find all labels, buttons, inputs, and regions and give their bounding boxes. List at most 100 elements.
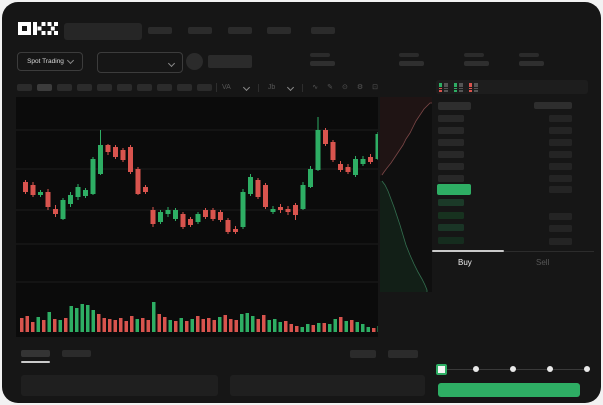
orderbook-view-combined-book-icon[interactable] xyxy=(439,83,448,92)
orderbook-view-bids-only-icon[interactable] xyxy=(454,83,463,92)
candle-body xyxy=(60,200,66,219)
candle-body xyxy=(345,167,351,172)
timeframe-button[interactable] xyxy=(37,84,52,91)
market-type-dropdown[interactable]: Spot Trading xyxy=(17,52,83,71)
ask-price-placeholder[interactable] xyxy=(438,151,464,158)
icon-row-mark xyxy=(454,83,457,85)
ask-amount-placeholder xyxy=(549,175,572,182)
candle-body xyxy=(270,209,276,212)
slider-handle[interactable] xyxy=(436,364,447,375)
volume-profile-icon[interactable]: VA xyxy=(222,84,231,91)
volume-bar xyxy=(223,315,227,332)
tab-buy[interactable]: Buy xyxy=(458,258,472,267)
line-style-icon[interactable]: ∿ xyxy=(312,84,319,91)
trade-tabs-divider xyxy=(432,251,594,252)
timeframe-button[interactable] xyxy=(157,84,172,91)
slider-stop-100[interactable] xyxy=(584,366,590,372)
candle-body xyxy=(263,185,268,207)
toolbar-divider xyxy=(216,83,217,92)
candle-body xyxy=(68,195,73,204)
bottom-action-1[interactable] xyxy=(350,350,376,358)
bottom-tab-2[interactable] xyxy=(62,350,91,357)
orderbook-view-asks-only-icon[interactable] xyxy=(469,83,478,92)
ask-amount-placeholder xyxy=(549,115,572,122)
bid-price-placeholder[interactable] xyxy=(438,211,464,219)
volume-bar xyxy=(58,320,62,332)
candle-body xyxy=(300,185,306,209)
bid-price-placeholder[interactable] xyxy=(438,224,464,231)
tab-sell[interactable]: Sell xyxy=(536,258,550,267)
fullscreen-icon[interactable]: ⊡ xyxy=(372,84,379,91)
timeframe-button[interactable] xyxy=(177,84,192,91)
stat-label xyxy=(519,53,539,57)
bid-amount-placeholder xyxy=(549,212,572,220)
orderbook-amount-header xyxy=(534,102,572,109)
volume-bar xyxy=(207,318,211,332)
candle-body xyxy=(368,157,373,162)
candle-body xyxy=(240,192,246,227)
bottom-tab-1[interactable] xyxy=(21,350,50,357)
volume-bar xyxy=(108,319,112,332)
depth-chart[interactable] xyxy=(380,97,432,292)
slider-stop-50[interactable] xyxy=(510,366,516,372)
icon-row-line xyxy=(473,85,478,87)
nav-item[interactable] xyxy=(188,27,212,34)
slider-stop-75[interactable] xyxy=(547,366,553,372)
volume-bar xyxy=(278,322,282,332)
slider-stop-25[interactable] xyxy=(473,366,479,372)
price-chart[interactable] xyxy=(16,97,388,337)
volume-bar xyxy=(256,319,260,332)
candle-body xyxy=(45,192,51,207)
settings-icon[interactable]: ⚙ xyxy=(356,84,364,91)
volume-bar xyxy=(75,308,79,332)
toolbar-divider xyxy=(257,84,259,92)
depth-bids-area xyxy=(380,181,427,292)
chevron-down-icon[interactable] xyxy=(287,83,295,91)
search-input[interactable] xyxy=(64,23,142,40)
stat-value xyxy=(519,61,544,66)
last-price-bar[interactable] xyxy=(437,184,471,195)
volume-bar xyxy=(322,323,326,332)
timeframe-button[interactable] xyxy=(97,84,112,91)
candle-body xyxy=(135,169,141,194)
timeframe-button[interactable] xyxy=(57,84,72,91)
icon-row-mark xyxy=(439,90,442,92)
stat-label xyxy=(464,53,484,57)
bottom-action-2[interactable] xyxy=(388,350,418,358)
nav-item[interactable] xyxy=(148,27,172,34)
volume-bar xyxy=(69,306,73,332)
volume-bar xyxy=(174,321,178,332)
volume-bar xyxy=(157,314,161,332)
ask-price-placeholder[interactable] xyxy=(438,127,464,134)
nav-item[interactable] xyxy=(267,27,291,34)
timeframe-button[interactable] xyxy=(137,84,152,91)
timeframe-button[interactable] xyxy=(77,84,92,91)
timeframe-button[interactable] xyxy=(197,84,212,91)
indicator-icon[interactable]: Jb xyxy=(267,84,276,91)
candle-body xyxy=(105,145,111,152)
pair-coin-icon xyxy=(186,53,203,70)
timeframe-button[interactable] xyxy=(17,84,32,91)
icon-row-line xyxy=(443,85,448,87)
ask-price-placeholder[interactable] xyxy=(438,115,464,122)
volume-bar xyxy=(185,321,189,332)
pair-selector-dropdown[interactable] xyxy=(97,52,183,73)
chevron-down-icon[interactable] xyxy=(242,83,250,91)
icon-row-line xyxy=(458,87,463,90)
icon-row-line xyxy=(473,90,478,92)
icon-row-line xyxy=(443,83,448,85)
bid-price-placeholder[interactable] xyxy=(438,199,464,206)
chevron-down-icon xyxy=(66,56,74,65)
submit-buy-button[interactable] xyxy=(438,383,580,397)
timeframe-button[interactable] xyxy=(117,84,132,91)
ask-price-placeholder[interactable] xyxy=(438,175,464,182)
candle-body xyxy=(53,209,58,214)
ask-price-placeholder[interactable] xyxy=(438,139,464,146)
draw-tool-icon[interactable]: ✎ xyxy=(327,84,333,91)
volume-bar xyxy=(47,312,51,332)
screenshot-icon[interactable]: ⊙ xyxy=(341,84,348,91)
nav-item[interactable] xyxy=(228,27,252,34)
ask-price-placeholder[interactable] xyxy=(438,163,464,170)
nav-item[interactable] xyxy=(311,27,335,34)
bid-price-placeholder[interactable] xyxy=(438,236,464,244)
